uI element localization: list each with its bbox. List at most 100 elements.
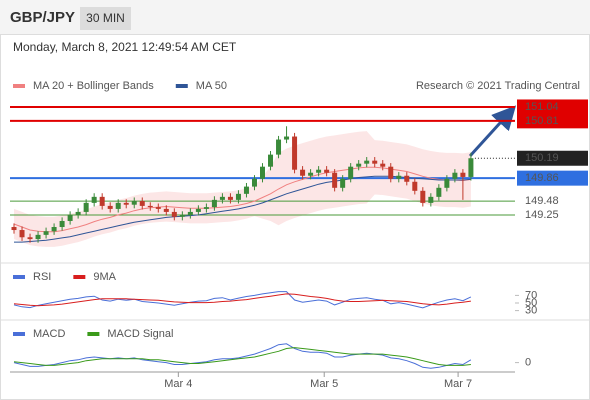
timestamp: Monday, March 8, 2021 12:49:54 AM CET [13,40,237,54]
candle-body [43,231,49,235]
candle-body [211,199,217,208]
legend-label: MA 50 [196,80,227,92]
legend-swatch [87,332,100,336]
y-tick-label: 30 [525,305,537,317]
candle-body [436,187,442,197]
level-label-box [517,150,588,166]
legend-label: MACD [33,328,65,340]
candle-body [292,136,298,170]
candle-body [203,207,209,209]
indicator-line [13,343,472,369]
y-tick-label: 50 [525,297,537,309]
ma-line [14,175,471,243]
candle-body [27,237,33,240]
candle-body [235,193,241,200]
candle-body [316,169,322,173]
legend-swatch [73,275,86,279]
candle-body [99,196,105,206]
candle-body [11,227,17,231]
level-label: 149.48 [525,195,559,207]
candle-body [155,207,161,209]
candle-body [195,208,201,212]
level-label-box [517,170,588,186]
candle-body [243,186,249,194]
level-label: 149.25 [525,209,559,221]
candle-body [444,178,450,188]
ma-line [13,166,471,233]
x-tick-label: Mar 7 [444,378,472,390]
candle-body [420,190,426,203]
candle-body [123,202,129,205]
candle-body [163,208,169,212]
candle-body [35,234,41,240]
candle-body [139,201,145,206]
candle-body [428,196,434,203]
y-tick-label: 0 [525,357,531,369]
candle-body [372,160,378,164]
candle-body [91,196,97,203]
candle-body [131,201,137,205]
level-label: 150.81 [525,115,559,127]
symbol: GBP/JPY [10,9,75,26]
legend-label: RSI [33,271,51,283]
candle-body [115,202,121,209]
candle-body [59,220,65,228]
candle-body [452,172,458,179]
indicator-line [13,291,472,309]
timeframe[interactable]: 30 MIN [86,11,125,25]
x-tick-label: Mar 4 [164,378,192,390]
candle-body [19,230,25,238]
candle-body [171,211,177,217]
candle-body [276,139,282,155]
candle-body [179,214,185,217]
y-tick-label: 70 [525,289,537,301]
candle-body [107,205,113,209]
candle-body [147,205,153,208]
legend-swatch [13,84,25,88]
candle-body [219,196,225,200]
legend-label: MA 20 + Bollinger Bands [33,80,154,92]
level-label-box [517,113,588,129]
legend-label: MACD Signal [107,328,173,340]
level-label: 149.86 [525,172,559,184]
credit: Research © 2021 Trading Central [416,80,580,92]
candle-body [356,163,362,167]
level-label: 150.19 [525,152,559,164]
candle-body [67,214,73,221]
bollinger-band [14,131,471,247]
legend-label: 9MA [93,271,116,283]
candle-body [300,169,306,176]
level-label: 151.04 [525,101,559,113]
candle-body [260,166,265,179]
candle-body [75,211,81,215]
candle-body [187,211,193,215]
timeframe-button[interactable] [80,7,131,30]
candle-body [468,158,474,177]
candle-body [404,175,410,182]
candle-body [364,160,370,164]
candle-body [308,172,314,176]
indicator-line [13,347,471,366]
candle-body [412,181,418,191]
candle-body [340,178,346,188]
level-label-box [517,99,588,115]
candle-body [324,169,330,173]
candle-body [268,154,274,167]
candle-body [380,163,386,167]
legend-swatch [13,332,25,336]
candle-body [460,172,466,177]
candle-body [51,227,57,232]
candle-body [227,196,233,200]
candle-body [348,166,354,179]
legend-swatch [175,84,188,88]
candle-body [284,136,290,140]
candle-body [83,202,89,212]
forecast-arrow [468,105,517,158]
candle-body [396,175,402,179]
x-tick-label: Mar 5 [310,378,338,390]
candle-body [332,172,338,188]
candle-body [251,178,257,187]
candle-body [388,166,394,179]
legend-swatch [13,275,25,279]
